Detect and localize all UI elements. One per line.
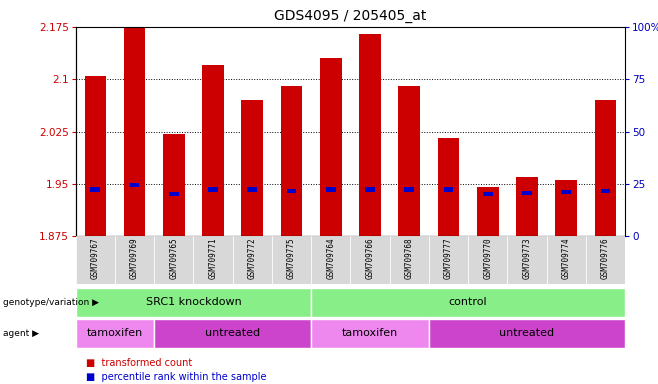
Bar <box>154 236 193 284</box>
Bar <box>477 187 499 236</box>
Bar <box>247 187 257 192</box>
Bar <box>522 191 532 195</box>
Bar <box>438 139 459 236</box>
Bar <box>365 187 375 192</box>
Bar <box>595 100 617 236</box>
Text: GSM709765: GSM709765 <box>169 238 178 279</box>
Bar <box>124 27 145 236</box>
Bar <box>547 236 586 284</box>
Bar <box>233 236 272 284</box>
Bar <box>601 189 611 193</box>
Title: GDS4095 / 205405_at: GDS4095 / 205405_at <box>274 9 426 23</box>
Bar <box>429 236 468 284</box>
Text: control: control <box>449 297 488 308</box>
Bar <box>281 86 302 236</box>
Bar <box>130 183 139 187</box>
Text: GSM709768: GSM709768 <box>405 238 414 279</box>
Bar <box>429 319 625 348</box>
Text: ■  transformed count: ■ transformed count <box>86 358 191 368</box>
Bar <box>507 236 547 284</box>
Text: GSM709774: GSM709774 <box>562 238 570 279</box>
Text: GSM709773: GSM709773 <box>522 238 532 279</box>
Bar <box>586 236 625 284</box>
Bar <box>516 177 538 236</box>
Bar <box>326 187 336 192</box>
Bar <box>468 236 507 284</box>
Bar <box>241 100 263 236</box>
Bar <box>272 236 311 284</box>
Bar <box>90 187 100 192</box>
Text: tamoxifen: tamoxifen <box>342 328 398 338</box>
Text: GSM709764: GSM709764 <box>326 238 336 279</box>
Bar <box>115 236 154 284</box>
Bar <box>390 236 429 284</box>
Bar <box>154 319 311 348</box>
Bar <box>76 319 154 348</box>
Bar <box>208 187 218 192</box>
Text: GSM709771: GSM709771 <box>209 238 218 279</box>
Bar <box>311 319 429 348</box>
Bar <box>405 187 414 192</box>
Bar <box>359 34 381 236</box>
Text: ■  percentile rank within the sample: ■ percentile rank within the sample <box>86 372 266 382</box>
Bar <box>311 288 625 317</box>
Text: GSM709767: GSM709767 <box>91 238 100 279</box>
Bar <box>443 187 453 192</box>
Bar <box>84 76 106 236</box>
Bar <box>76 236 115 284</box>
Bar <box>320 58 342 236</box>
Bar <box>76 288 311 317</box>
Bar <box>193 236 233 284</box>
Text: GSM709777: GSM709777 <box>444 238 453 279</box>
Bar <box>483 192 493 196</box>
Text: genotype/variation ▶: genotype/variation ▶ <box>3 298 99 307</box>
Bar <box>555 180 577 236</box>
Text: GSM709772: GSM709772 <box>248 238 257 279</box>
Text: GSM709766: GSM709766 <box>365 238 374 279</box>
Bar <box>351 236 390 284</box>
Bar <box>169 192 179 196</box>
Bar <box>311 236 351 284</box>
Text: GSM709775: GSM709775 <box>287 238 296 279</box>
Text: untreated: untreated <box>499 328 555 338</box>
Bar <box>561 190 571 194</box>
Bar <box>287 189 296 193</box>
Bar <box>163 134 185 236</box>
Text: GSM709770: GSM709770 <box>483 238 492 279</box>
Text: agent ▶: agent ▶ <box>3 329 39 338</box>
Text: GSM709769: GSM709769 <box>130 238 139 279</box>
Text: GSM709776: GSM709776 <box>601 238 610 279</box>
Bar <box>399 86 420 236</box>
Bar <box>202 65 224 236</box>
Text: SRC1 knockdown: SRC1 knockdown <box>145 297 241 308</box>
Text: untreated: untreated <box>205 328 260 338</box>
Text: tamoxifen: tamoxifen <box>87 328 143 338</box>
